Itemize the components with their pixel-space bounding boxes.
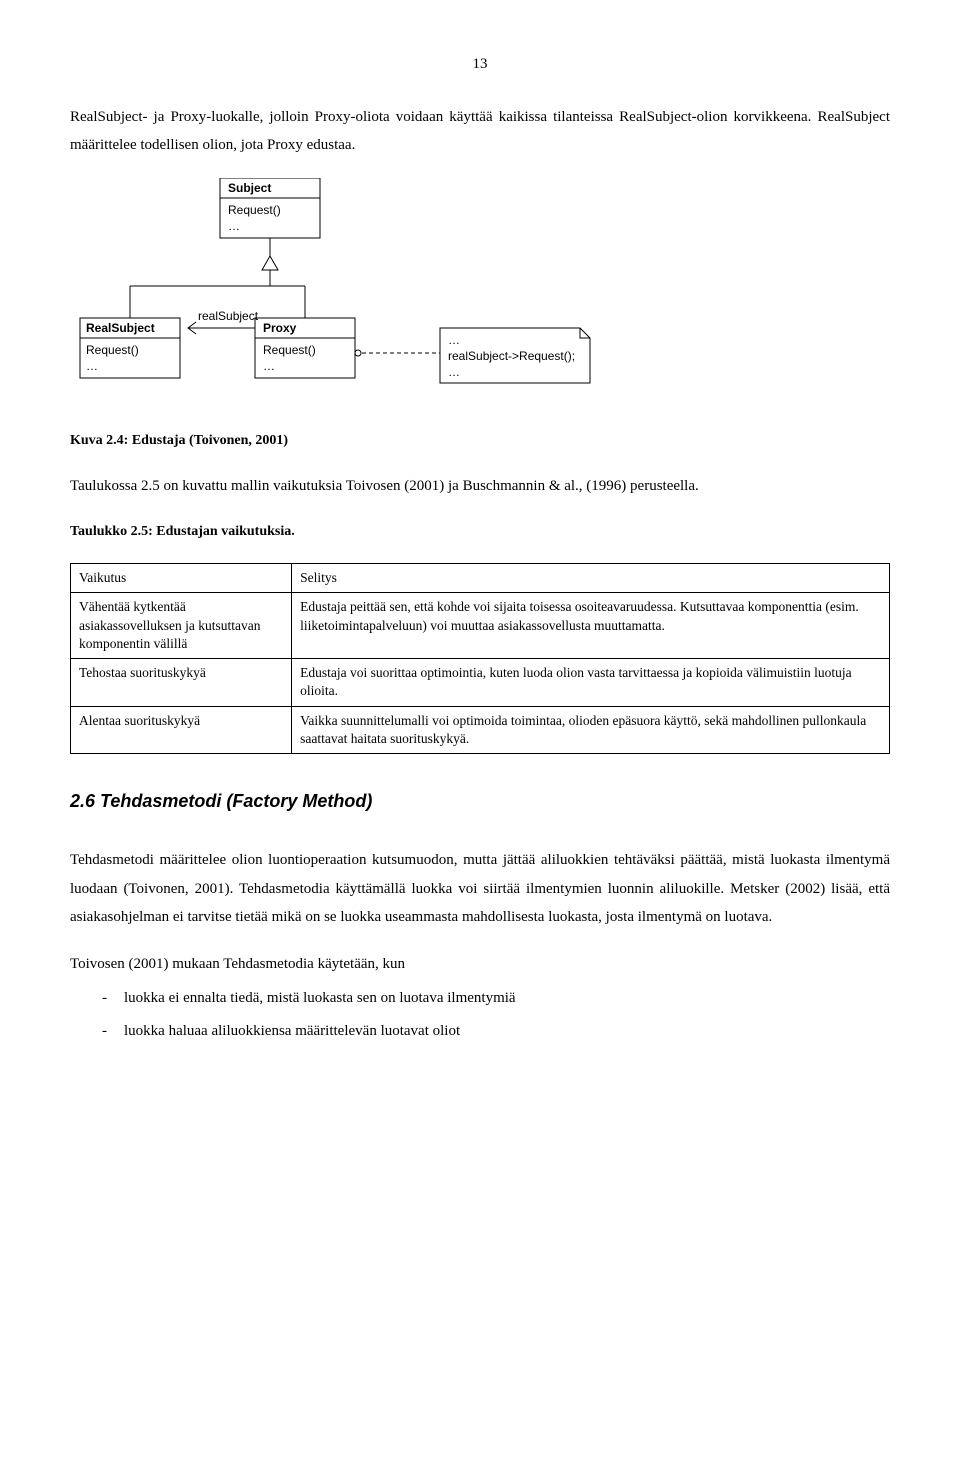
uml-realsubject-dots: …	[86, 359, 98, 373]
uml-realsubject-title: RealSubject	[86, 321, 155, 335]
uml-note-line2: realSubject->Request();	[448, 349, 575, 363]
bullet-list: luokka ei ennalta tiedä, mistä luokasta …	[70, 984, 890, 1045]
table-cell-left: Tehostaa suorituskykyä	[71, 659, 292, 706]
table-caption: Taulukko 2.5: Edustajan vaikutuksia.	[70, 519, 890, 546]
effects-table: Vaikutus Selitys Vähentää kytkentää asia…	[70, 563, 890, 754]
table-row: Alentaa suorituskykyä Vaikka suunnittelu…	[71, 706, 890, 753]
figure-caption: Kuva 2.4: Edustaja (Toivonen, 2001)	[70, 428, 890, 455]
uml-subject-title: Subject	[228, 181, 271, 195]
after-fig-paragraph: Taulukossa 2.5 on kuvattu mallin vaikutu…	[70, 472, 890, 501]
table-cell-right: Vaikka suunnittelumalli voi optimoida to…	[292, 706, 890, 753]
uml-subject-dots: …	[228, 219, 240, 233]
uml-note-line3: …	[448, 365, 460, 379]
intro-paragraph: RealSubject- ja Proxy-luokalle, jolloin …	[70, 103, 890, 160]
section-paragraph-2: Toivosen (2001) mukaan Tehdasmetodia käy…	[70, 950, 890, 979]
list-item: luokka ei ennalta tiedä, mistä luokasta …	[102, 984, 890, 1013]
table-cell-left: Alentaa suorituskykyä	[71, 706, 292, 753]
table-cell-right: Edustaja voi suorittaa optimointia, kute…	[292, 659, 890, 706]
uml-note-line1: …	[448, 333, 460, 347]
table-row: Tehostaa suorituskykyä Edustaja voi suor…	[71, 659, 890, 706]
uml-proxy-dots: …	[263, 359, 275, 373]
uml-realsubject-op: Request()	[86, 343, 139, 357]
section-paragraph-1: Tehdasmetodi määrittelee olion luontiope…	[70, 846, 890, 932]
uml-diagram: .box { fill:#fff; stroke:#000; stroke-wi…	[70, 178, 890, 408]
table-cell-right: Edustaja peittää sen, että kohde voi sij…	[292, 593, 890, 659]
list-item: luokka haluaa aliluokkiensa määrittelevä…	[102, 1017, 890, 1046]
table-header-row: Vaikutus Selitys	[71, 564, 890, 593]
section-heading: 2.6 Tehdasmetodi (Factory Method)	[70, 784, 890, 818]
table-row: Vähentää kytkentää asiakassovelluksen ja…	[71, 593, 890, 659]
uml-proxy-op: Request()	[263, 343, 316, 357]
uml-subject-op: Request()	[228, 203, 281, 217]
table-cell-left: Vähentää kytkentää asiakassovelluksen ja…	[71, 593, 292, 659]
uml-role-realsubject: realSubject	[198, 309, 259, 323]
table-header-right: Selitys	[292, 564, 890, 593]
table-header-left: Vaikutus	[71, 564, 292, 593]
uml-proxy-title: Proxy	[263, 321, 297, 335]
page-number: 13	[70, 50, 890, 79]
